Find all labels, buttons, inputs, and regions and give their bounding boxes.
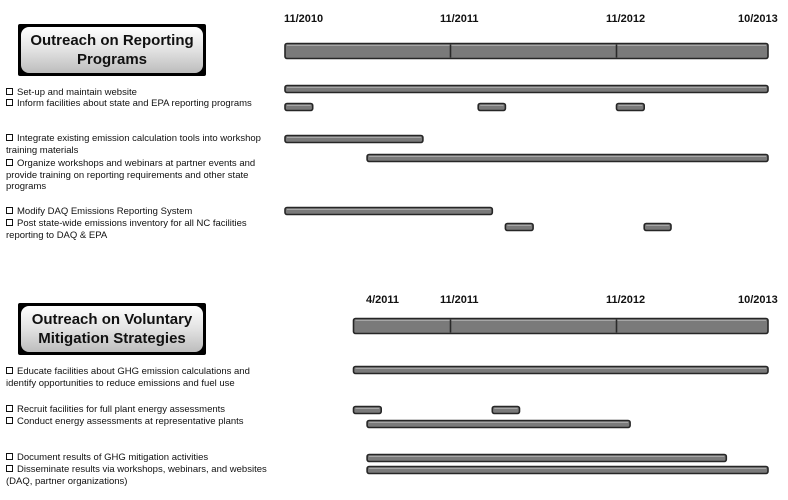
overall-span-bar: [284, 42, 769, 60]
section-title-mitigation: Outreach on Voluntary Mitigation Strateg…: [21, 306, 203, 352]
checkbox-icon: [6, 207, 13, 214]
task-bar: [284, 206, 494, 216]
task-label: Modify DAQ Emissions Reporting System: [6, 206, 278, 218]
task-bar: [352, 405, 383, 415]
checkbox-icon: [6, 367, 13, 374]
task-label: Conduct energy assessments at representa…: [6, 416, 278, 428]
checkbox-icon: [6, 99, 13, 106]
task-bar: [352, 365, 769, 375]
section-header-mitigation: Outreach on Voluntary Mitigation Strateg…: [18, 303, 206, 355]
tick-label: 11/2011: [440, 294, 479, 306]
task-bar: [615, 102, 646, 112]
task-label: Organize workshops and webinars at partn…: [6, 158, 256, 192]
task-bar: [643, 222, 672, 232]
task-bar: [366, 453, 728, 463]
task-label: Disseminate results via workshops, webin…: [6, 464, 267, 487]
checkbox-icon: [6, 465, 13, 472]
tick-label: 10/2013: [738, 13, 778, 25]
tick-label: 11/2012: [606, 294, 646, 306]
task-bar: [284, 134, 424, 144]
checkbox-icon: [6, 159, 13, 166]
task-bar: [477, 102, 507, 112]
task-bar: [284, 102, 314, 112]
task-label: Inform facilities about state and EPA re…: [6, 98, 278, 110]
tick-label: 11/2011: [440, 13, 479, 25]
section-title-reporting: Outreach on Reporting Programs: [21, 27, 203, 73]
task-bar: [366, 153, 769, 163]
task-label: Set-up and maintain website: [6, 87, 278, 99]
task-label: Post state-wide emissions inventory for …: [6, 218, 247, 241]
checkbox-icon: [6, 88, 13, 95]
checkbox-icon: [6, 134, 13, 141]
task-label: Recruit facilities for full plant energy…: [6, 404, 278, 416]
overall-span-bar: [352, 317, 769, 335]
tick-label: 11/2010: [284, 13, 324, 25]
task-bar: [491, 405, 521, 415]
checkbox-icon: [6, 405, 13, 412]
task-label: Document results of GHG mitigation activ…: [6, 452, 278, 464]
task-bar: [284, 84, 769, 94]
gantt-bars: [284, 42, 769, 475]
checkbox-icon: [6, 219, 13, 226]
tick-label: 4/2011: [366, 294, 400, 306]
task-label: Integrate existing emission calculation …: [6, 133, 261, 156]
task-label: Educate facilities about GHG emission ca…: [6, 366, 250, 389]
tick-label: 10/2013: [738, 294, 778, 306]
section-header-reporting: Outreach on Reporting Programs: [18, 24, 206, 76]
checkbox-icon: [6, 453, 13, 460]
task-bar: [366, 419, 631, 429]
task-bar: [366, 465, 769, 475]
checkbox-icon: [6, 417, 13, 424]
task-bar: [504, 222, 534, 232]
tick-label: 11/2012: [606, 13, 646, 25]
